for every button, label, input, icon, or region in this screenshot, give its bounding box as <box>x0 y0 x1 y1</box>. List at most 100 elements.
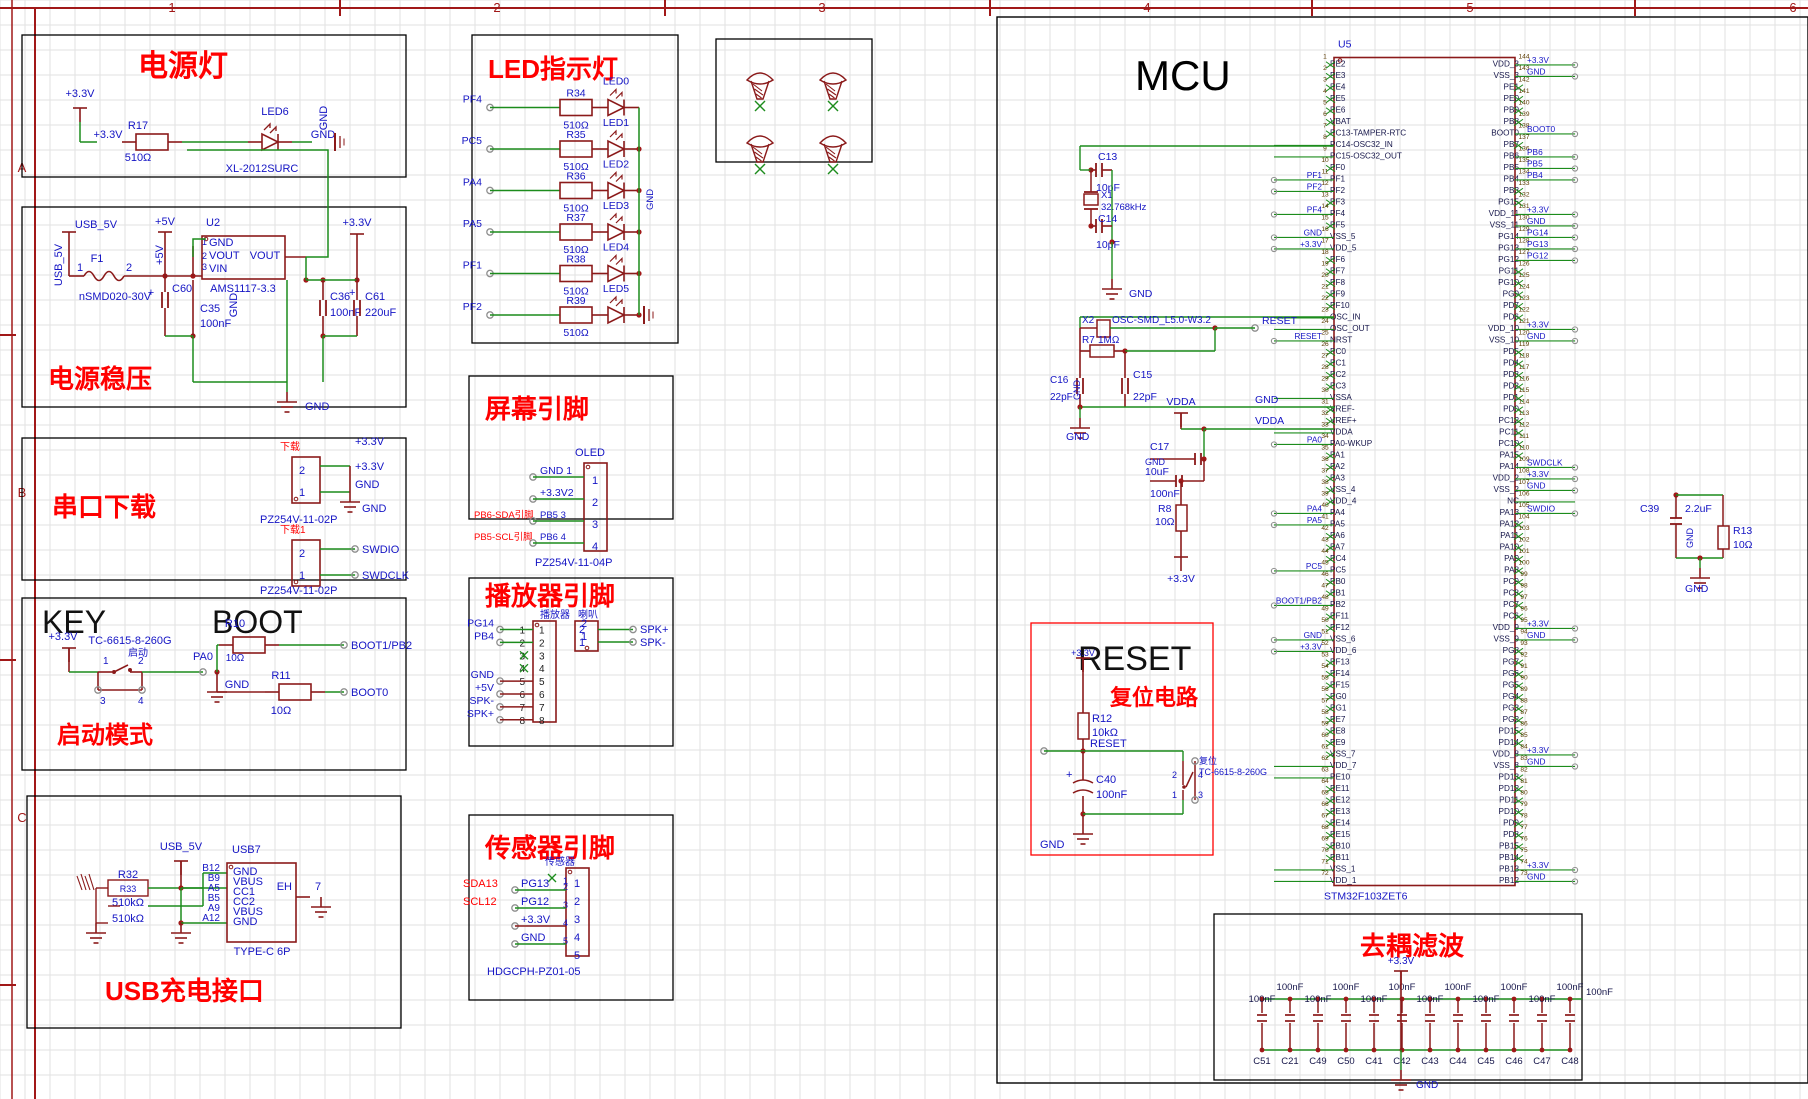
svg-text:VDDA: VDDA <box>1166 396 1195 408</box>
svg-text:71: 71 <box>1321 859 1329 866</box>
svg-text:VSS_5: VSS_5 <box>1330 232 1356 241</box>
svg-text:OSC_IN: OSC_IN <box>1330 312 1361 321</box>
svg-text:123: 123 <box>1518 295 1529 302</box>
svg-text:16: 16 <box>1321 226 1329 233</box>
svg-text:6: 6 <box>519 690 525 701</box>
svg-text:BOOT0: BOOT0 <box>1491 128 1519 137</box>
svg-text:62: 62 <box>1321 755 1329 762</box>
svg-text:VDD_1: VDD_1 <box>1330 876 1357 885</box>
svg-text:6: 6 <box>1789 0 1796 15</box>
svg-text:45: 45 <box>1321 560 1329 567</box>
svg-text:R37: R37 <box>566 212 585 224</box>
svg-text:77: 77 <box>1520 824 1528 831</box>
svg-text:SWDIO: SWDIO <box>362 544 400 556</box>
svg-text:1: 1 <box>519 626 525 637</box>
svg-text:+3.3V: +3.3V <box>48 631 78 643</box>
svg-text:PB6 4: PB6 4 <box>540 532 566 543</box>
svg-text:21: 21 <box>1321 284 1329 291</box>
svg-text:PB4: PB4 <box>1527 170 1543 180</box>
svg-text:PA4: PA4 <box>1307 504 1322 514</box>
svg-text:U2: U2 <box>206 217 220 229</box>
svg-text:A12: A12 <box>202 913 220 924</box>
svg-text:2: 2 <box>299 548 305 560</box>
svg-text:96: 96 <box>1520 606 1528 613</box>
svg-text:PF1: PF1 <box>463 260 482 272</box>
svg-text:2: 2 <box>592 497 598 509</box>
svg-text:播放器: 播放器 <box>540 608 570 621</box>
svg-text:USB充电接口: USB充电接口 <box>105 976 264 1006</box>
svg-text:PB5: PB5 <box>1527 159 1543 169</box>
svg-text:X2: X2 <box>1082 315 1095 326</box>
svg-text:LED4: LED4 <box>603 242 629 254</box>
svg-text:VSS_3: VSS_3 <box>1494 71 1520 80</box>
svg-text:VSS_6: VSS_6 <box>1330 634 1356 643</box>
svg-text:49: 49 <box>1321 606 1329 613</box>
svg-text:PA13: PA13 <box>1500 508 1520 517</box>
svg-text:60: 60 <box>1321 732 1329 739</box>
svg-text:+3.3V: +3.3V <box>93 129 123 141</box>
svg-text:115: 115 <box>1519 387 1530 394</box>
svg-text:67: 67 <box>1321 813 1329 820</box>
svg-text:SWDCLK: SWDCLK <box>1527 458 1563 468</box>
svg-text:C40: C40 <box>1096 774 1116 786</box>
svg-text:BOOT1/PB2: BOOT1/PB2 <box>351 640 412 652</box>
svg-text:PB6-SDA引脚: PB6-SDA引脚 <box>474 510 534 521</box>
svg-text:32.768kHz: 32.768kHz <box>1101 202 1147 213</box>
svg-text:1: 1 <box>168 0 175 15</box>
svg-text:100nF: 100nF <box>1501 982 1528 993</box>
svg-text:142: 142 <box>1518 77 1529 84</box>
svg-text:LED2: LED2 <box>603 159 629 171</box>
svg-text:PA0: PA0 <box>193 651 213 663</box>
svg-text:22pF: 22pF <box>1050 392 1073 403</box>
svg-text:GND: GND <box>1304 228 1322 238</box>
svg-text:82: 82 <box>1520 767 1528 774</box>
svg-text:141: 141 <box>1518 88 1529 95</box>
svg-text:F1: F1 <box>91 253 104 265</box>
svg-text:79: 79 <box>1520 801 1528 808</box>
svg-text:10Ω: 10Ω <box>271 705 291 717</box>
svg-text:RESET: RESET <box>1090 738 1127 750</box>
svg-text:4: 4 <box>539 664 545 675</box>
svg-text:4: 4 <box>138 696 144 707</box>
svg-text:GND: GND <box>362 503 387 515</box>
svg-text:2: 2 <box>519 638 525 649</box>
svg-text:OLED: OLED <box>575 447 605 459</box>
svg-text:118: 118 <box>1519 353 1530 360</box>
svg-text:C21: C21 <box>1281 1056 1298 1067</box>
svg-text:1: 1 <box>103 656 109 667</box>
svg-text:PZ254V-11-02P: PZ254V-11-02P <box>260 585 337 597</box>
svg-text:VDD_6: VDD_6 <box>1330 646 1357 655</box>
svg-text:2: 2 <box>1323 65 1327 72</box>
svg-text:8: 8 <box>1323 134 1327 141</box>
svg-text:2: 2 <box>299 465 305 477</box>
svg-text:GND: GND <box>233 916 258 928</box>
svg-text:GND: GND <box>1145 457 1166 467</box>
svg-text:38: 38 <box>1321 479 1329 486</box>
svg-text:GND: GND <box>1527 872 1545 882</box>
svg-text:2: 2 <box>574 896 580 908</box>
svg-text:3: 3 <box>539 651 545 662</box>
svg-text:复位电路: 复位电路 <box>1109 685 1199 710</box>
svg-text:76: 76 <box>1520 836 1528 843</box>
svg-text:100nF: 100nF <box>1150 488 1180 500</box>
svg-text:133: 133 <box>1518 180 1529 187</box>
svg-text:100nF: 100nF <box>1277 982 1304 993</box>
svg-text:SPK-: SPK- <box>469 695 494 707</box>
svg-text:12: 12 <box>1321 180 1329 187</box>
svg-text:18: 18 <box>1321 249 1329 256</box>
svg-text:15: 15 <box>1321 215 1329 222</box>
svg-text:下载: 下载 <box>280 441 300 453</box>
svg-text:63: 63 <box>1321 767 1329 774</box>
svg-text:MCU: MCU <box>1135 52 1231 99</box>
svg-text:VDD_8: VDD_8 <box>1493 749 1520 758</box>
svg-text:USB_5V: USB_5V <box>53 243 65 286</box>
svg-text:PE10: PE10 <box>1330 772 1350 781</box>
svg-text:GND: GND <box>1040 839 1065 851</box>
svg-text:52: 52 <box>1321 640 1329 647</box>
svg-text:+3.3V: +3.3V <box>1388 956 1415 967</box>
svg-text:3: 3 <box>1198 790 1203 800</box>
svg-text:PF2: PF2 <box>1330 186 1345 195</box>
svg-text:VDD_9: VDD_9 <box>1493 623 1520 632</box>
svg-text:PB5-SCL引脚: PB5-SCL引脚 <box>474 532 533 543</box>
svg-text:PG13: PG13 <box>1527 239 1549 249</box>
